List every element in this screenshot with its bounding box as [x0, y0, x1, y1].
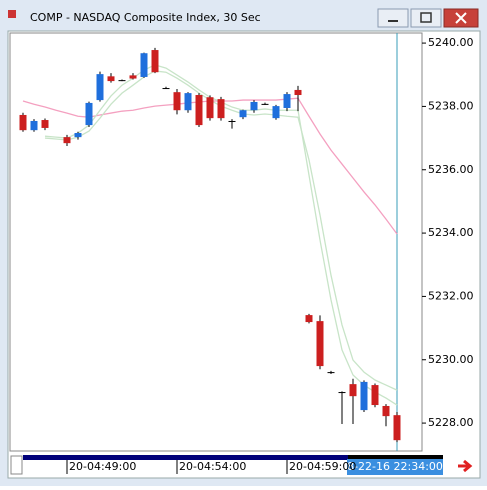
candle-body	[360, 381, 368, 411]
y-tick-label: 5234.00	[428, 226, 474, 239]
candle-body	[19, 114, 27, 131]
candle-body	[85, 102, 93, 126]
scroll-handle[interactable]	[10, 455, 23, 475]
candle-body	[217, 99, 225, 119]
y-tick-label: 5228.00	[428, 416, 474, 429]
candle-body	[63, 137, 71, 144]
candle-body	[261, 103, 269, 105]
candle-body	[250, 101, 258, 111]
plot-layer: 5228.00 5230.00 5232.00 5234.00 5236.00 5238.…	[19, 36, 474, 474]
candle-body	[228, 120, 236, 122]
candle-body	[162, 88, 170, 90]
candle-body	[30, 120, 38, 131]
candle-body	[96, 74, 104, 101]
candle-body	[349, 384, 357, 397]
plot-area	[9, 32, 423, 452]
candle-body	[327, 372, 335, 374]
scrollbar-thumb[interactable]	[23, 455, 348, 460]
maximize-button[interactable]	[410, 8, 442, 28]
candle-body	[393, 415, 401, 441]
candle-body	[41, 120, 49, 128]
candle-body	[74, 133, 82, 138]
candle-body	[184, 93, 192, 111]
candle-body	[140, 53, 148, 77]
minimize-button[interactable]	[377, 8, 409, 28]
x-tick-label: 20-04:54:00	[179, 460, 246, 473]
candle-body	[283, 94, 291, 108]
candle-body	[206, 97, 214, 119]
candle-body	[118, 80, 126, 82]
window-title: COMP - NASDAQ Composite Index, 30 Sec	[30, 11, 261, 24]
y-tick-label: 5230.00	[428, 353, 474, 366]
candle-body	[195, 95, 203, 126]
scrollbar-track	[348, 455, 443, 460]
candle-body	[382, 405, 390, 417]
close-icon	[455, 12, 467, 24]
candle-body	[294, 89, 302, 96]
candle-body	[151, 50, 159, 73]
candle-body	[173, 92, 181, 111]
x-tick-label: 20-04:49:00	[69, 460, 136, 473]
y-tick-label: 5236.00	[428, 163, 474, 176]
app-icon	[8, 10, 16, 18]
crosshair-label-bg	[347, 459, 443, 475]
candle-body	[129, 75, 137, 79]
y-tick-label: 5238.00	[428, 99, 474, 112]
candle-body	[305, 315, 313, 323]
x-tick-label: 20-04:59:00	[289, 460, 356, 473]
candle-body	[272, 106, 280, 119]
y-tick-label: 5232.00	[428, 289, 474, 302]
maximize-icon	[420, 12, 432, 23]
y-tick-label: 5240.00	[428, 36, 474, 49]
crosshair-label: 8-22-16 22:34:00	[347, 460, 443, 473]
candle-body	[107, 76, 115, 82]
scroll-right-arrow[interactable]	[458, 459, 473, 473]
candle-body	[316, 321, 324, 367]
candle-body	[338, 392, 346, 394]
candle-body	[239, 110, 247, 118]
candle-body	[371, 385, 379, 406]
